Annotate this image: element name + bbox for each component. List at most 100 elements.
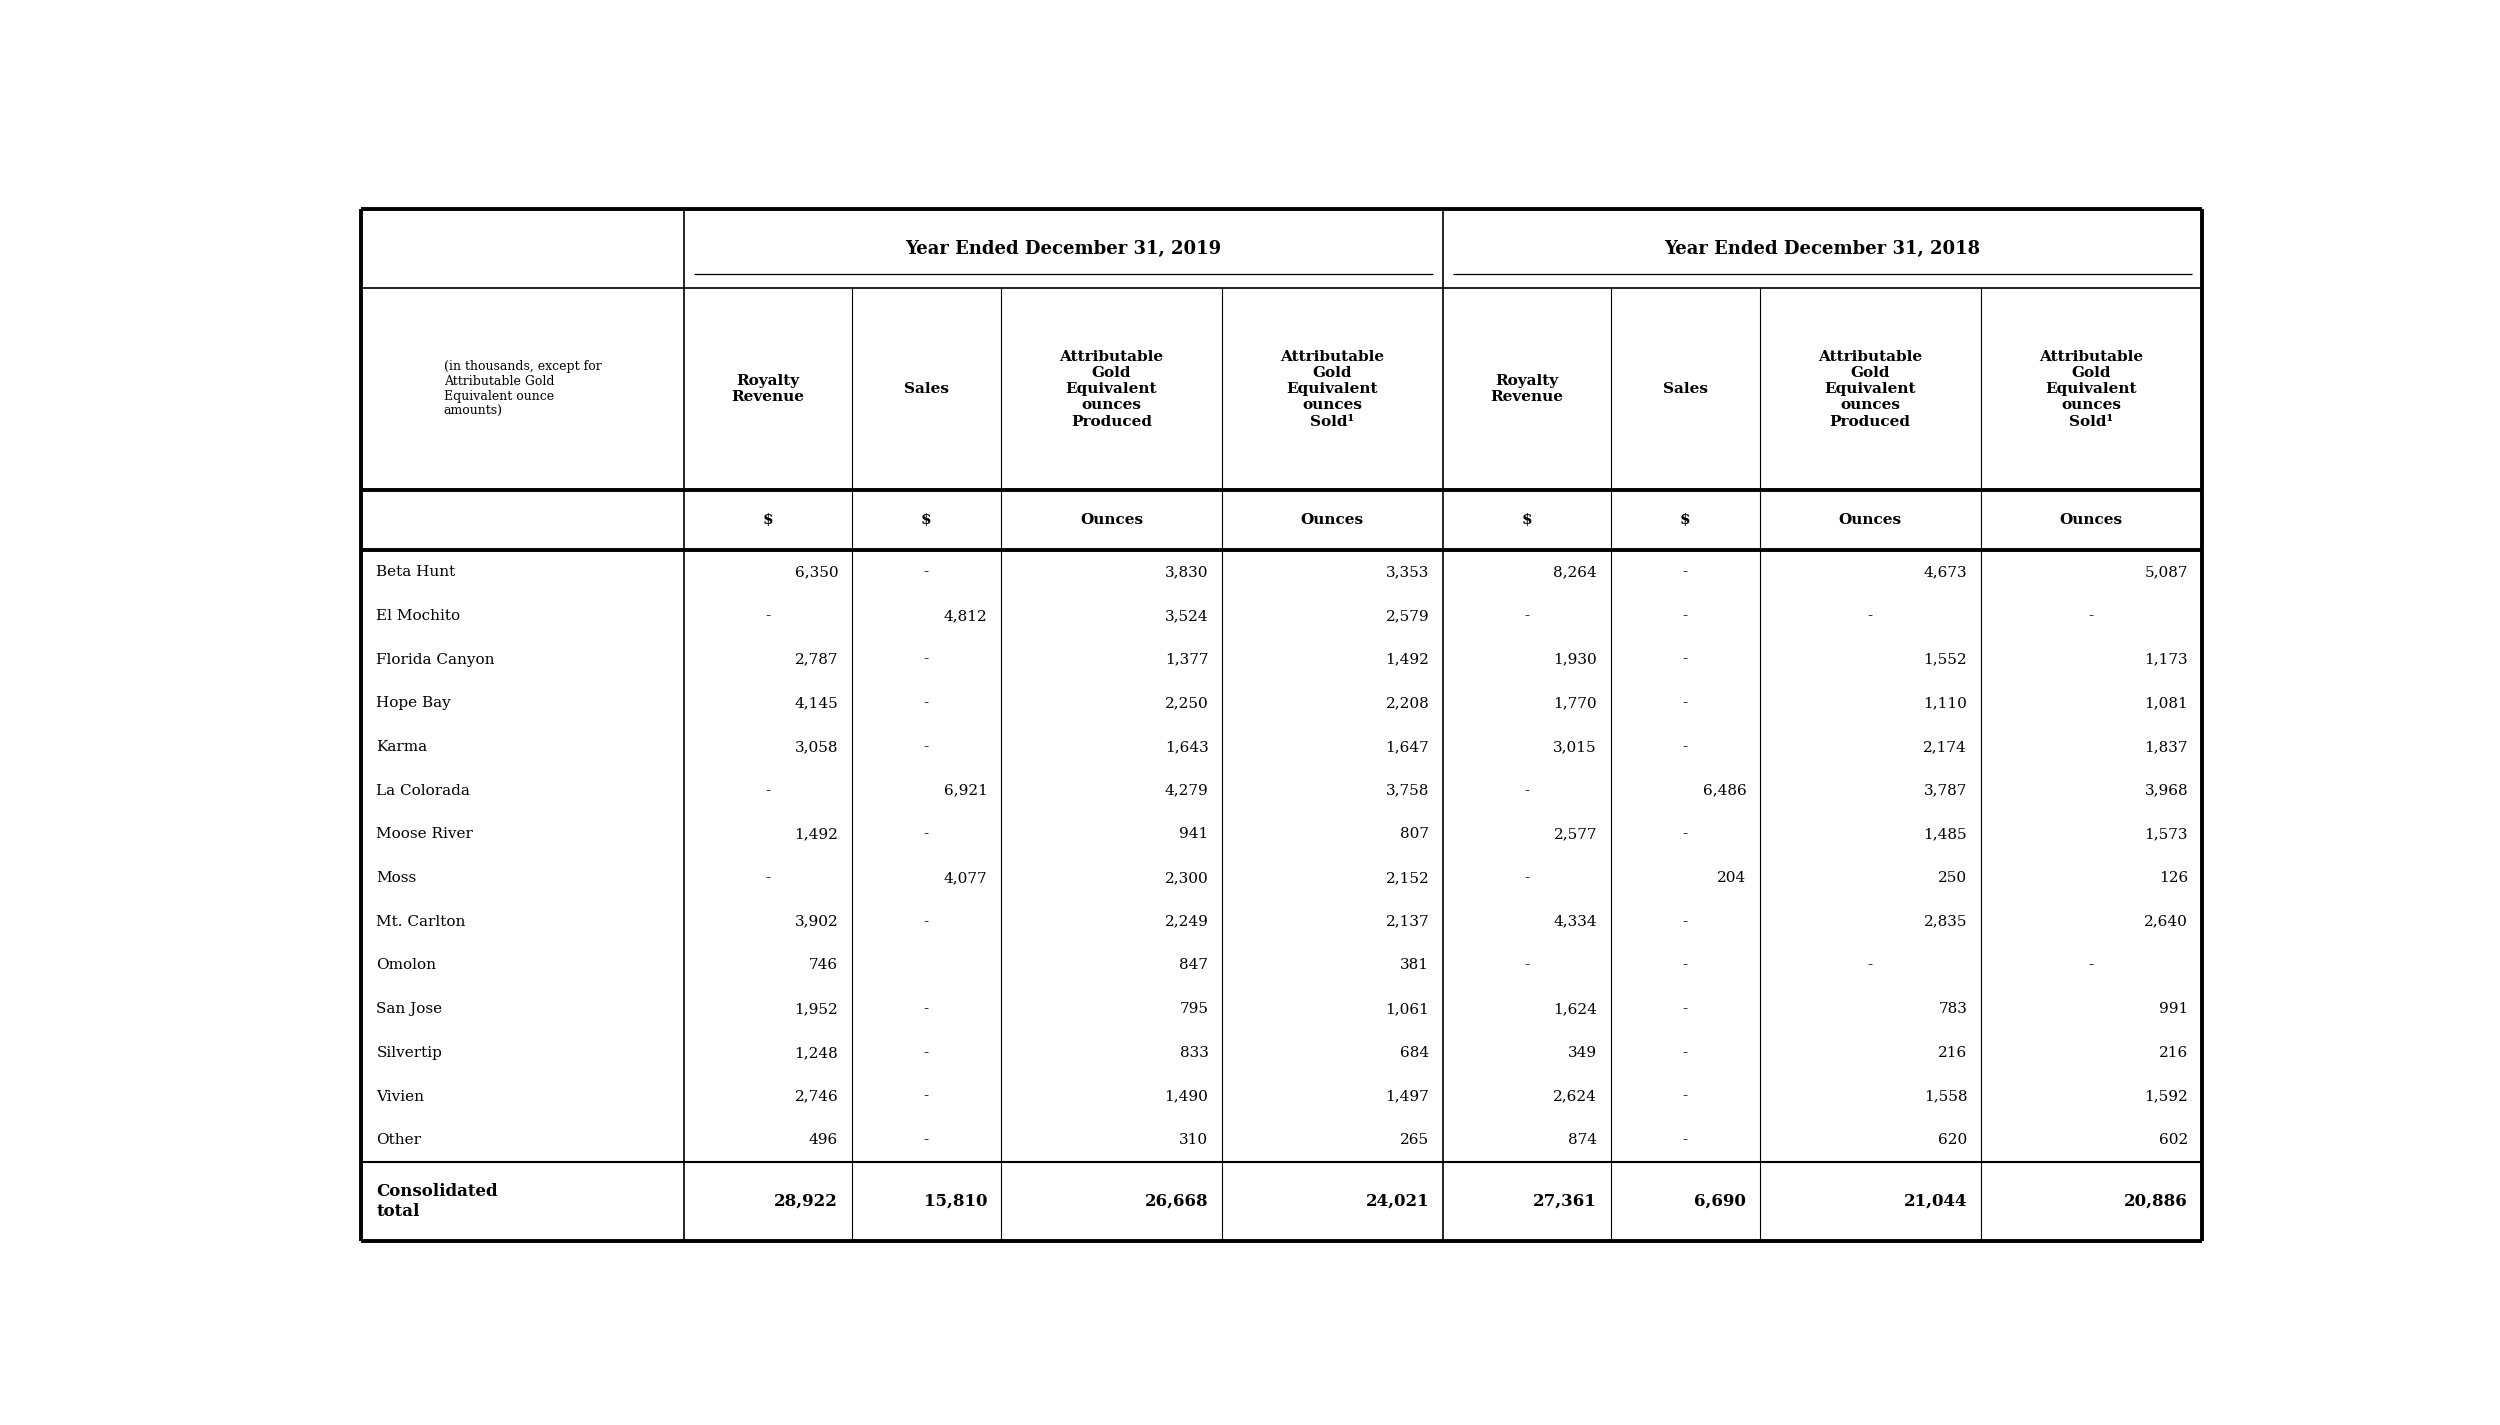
- Text: 3,902: 3,902: [795, 915, 838, 929]
- Text: 216: 216: [2160, 1046, 2188, 1060]
- Text: -: -: [765, 871, 770, 885]
- Text: 795: 795: [1180, 1002, 1208, 1016]
- Text: Mt. Carlton: Mt. Carlton: [378, 915, 465, 929]
- Text: 2,577: 2,577: [1552, 828, 1598, 841]
- Text: -: -: [1682, 1046, 1688, 1060]
- Text: 1,558: 1,558: [1922, 1090, 1968, 1103]
- Text: 126: 126: [2160, 871, 2188, 885]
- Text: 28,922: 28,922: [775, 1193, 838, 1210]
- Text: $: $: [1522, 513, 1532, 527]
- Text: 2,787: 2,787: [795, 653, 838, 667]
- Text: Beta Hunt: Beta Hunt: [378, 566, 455, 579]
- Text: 3,830: 3,830: [1165, 566, 1208, 579]
- Text: 1,930: 1,930: [1552, 653, 1598, 667]
- Text: 381: 381: [1400, 959, 1430, 972]
- Text: -: -: [1682, 566, 1688, 579]
- Text: La Colorada: La Colorada: [378, 784, 470, 798]
- Text: 4,334: 4,334: [1552, 915, 1598, 929]
- Text: 2,579: 2,579: [1385, 608, 1430, 623]
- Text: -: -: [765, 784, 770, 798]
- Text: Ounces: Ounces: [1080, 513, 1142, 527]
- Text: -: -: [925, 915, 930, 929]
- Text: 24,021: 24,021: [1365, 1193, 1430, 1210]
- Text: Hope Bay: Hope Bay: [378, 697, 450, 710]
- Text: 3,758: 3,758: [1385, 784, 1430, 798]
- Text: -: -: [925, 697, 930, 710]
- Text: -: -: [925, 740, 930, 754]
- Text: 807: 807: [1400, 828, 1430, 841]
- Text: 3,524: 3,524: [1165, 608, 1208, 623]
- Text: -: -: [925, 1046, 930, 1060]
- Text: -: -: [1682, 653, 1688, 667]
- Text: 2,624: 2,624: [1552, 1090, 1598, 1103]
- Text: -: -: [2088, 608, 2092, 623]
- Text: 3,015: 3,015: [1552, 740, 1598, 754]
- Text: 620: 620: [1938, 1133, 1968, 1147]
- Text: 6,690: 6,690: [1695, 1193, 1745, 1210]
- Text: Omolon: Omolon: [378, 959, 438, 972]
- Text: 2,152: 2,152: [1385, 871, 1430, 885]
- Text: 349: 349: [1568, 1046, 1598, 1060]
- Text: Ounces: Ounces: [2060, 513, 2122, 527]
- Text: -: -: [925, 1002, 930, 1016]
- Text: 2,300: 2,300: [1165, 871, 1208, 885]
- Text: -: -: [925, 1090, 930, 1103]
- Text: 4,077: 4,077: [945, 871, 988, 885]
- Text: -: -: [1525, 784, 1530, 798]
- Text: -: -: [925, 1133, 930, 1147]
- Text: 4,673: 4,673: [1922, 566, 1968, 579]
- Text: -: -: [765, 608, 770, 623]
- Text: -: -: [2088, 959, 2092, 972]
- Text: 1,248: 1,248: [795, 1046, 838, 1060]
- Text: 8,264: 8,264: [1552, 566, 1598, 579]
- Text: 265: 265: [1400, 1133, 1430, 1147]
- Text: -: -: [1868, 608, 1872, 623]
- Text: Attributable
Gold
Equivalent
ounces
Sold¹: Attributable Gold Equivalent ounces Sold…: [1280, 349, 1385, 429]
- Text: Moose River: Moose River: [378, 828, 472, 841]
- Text: -: -: [1682, 915, 1688, 929]
- Text: 1,837: 1,837: [2145, 740, 2188, 754]
- Text: Vivien: Vivien: [378, 1090, 425, 1103]
- Text: -: -: [925, 566, 930, 579]
- Text: Karma: Karma: [378, 740, 428, 754]
- Text: 4,279: 4,279: [1165, 784, 1208, 798]
- Text: 746: 746: [810, 959, 838, 972]
- Text: Year Ended December 31, 2018: Year Ended December 31, 2018: [1665, 239, 1980, 258]
- Text: 847: 847: [1180, 959, 1208, 972]
- Text: -: -: [925, 653, 930, 667]
- Text: -: -: [1525, 871, 1530, 885]
- Text: 3,968: 3,968: [2145, 784, 2188, 798]
- Text: 1,624: 1,624: [1552, 1002, 1598, 1016]
- Text: Other: Other: [378, 1133, 423, 1147]
- Text: -: -: [1682, 828, 1688, 841]
- Text: 2,174: 2,174: [1922, 740, 1968, 754]
- Text: -: -: [1525, 608, 1530, 623]
- Text: 1,081: 1,081: [2145, 697, 2188, 710]
- Text: 496: 496: [810, 1133, 838, 1147]
- Text: 1,110: 1,110: [1922, 697, 1968, 710]
- Text: -: -: [1682, 1090, 1688, 1103]
- Text: Royalty
Revenue: Royalty Revenue: [732, 373, 805, 405]
- Text: 216: 216: [1938, 1046, 1968, 1060]
- Text: -: -: [1682, 697, 1688, 710]
- Text: Royalty
Revenue: Royalty Revenue: [1490, 373, 1562, 405]
- Text: San Jose: San Jose: [378, 1002, 442, 1016]
- Text: Ounces: Ounces: [1300, 513, 1365, 527]
- Text: El Mochito: El Mochito: [378, 608, 460, 623]
- Text: 1,952: 1,952: [795, 1002, 838, 1016]
- Text: Consolidated
total: Consolidated total: [378, 1183, 498, 1220]
- Text: 1,770: 1,770: [1552, 697, 1598, 710]
- Text: 2,640: 2,640: [2145, 915, 2188, 929]
- Text: 1,061: 1,061: [1385, 1002, 1430, 1016]
- Text: Sales: Sales: [905, 382, 950, 396]
- Text: 1,573: 1,573: [2145, 828, 2188, 841]
- Text: 1,643: 1,643: [1165, 740, 1208, 754]
- Text: 1,552: 1,552: [1922, 653, 1968, 667]
- Text: 21,044: 21,044: [1902, 1193, 1968, 1210]
- Text: 5,087: 5,087: [2145, 566, 2188, 579]
- Text: (in thousands, except for
Attributable Gold
Equivalent ounce
amounts): (in thousands, except for Attributable G…: [442, 361, 602, 418]
- Text: 602: 602: [2160, 1133, 2188, 1147]
- Text: 6,486: 6,486: [1703, 784, 1745, 798]
- Text: 991: 991: [2160, 1002, 2188, 1016]
- Text: -: -: [1868, 959, 1872, 972]
